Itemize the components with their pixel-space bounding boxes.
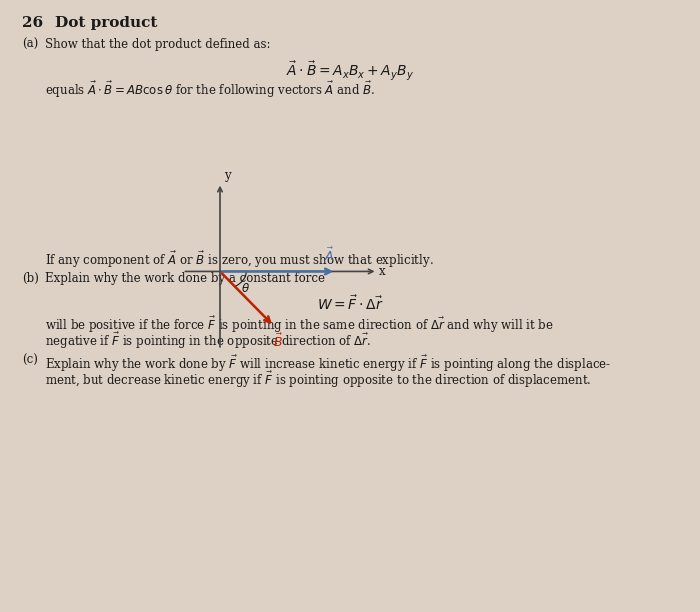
Text: If any component of $\vec{A}$ or $\vec{B}$ is zero, you must show that explicitl: If any component of $\vec{A}$ or $\vec{B… [45,250,434,270]
Text: will be positive if the force $\vec{F}$ is pointing in the same direction of $\D: will be positive if the force $\vec{F}$ … [45,315,554,335]
Text: negative if $\vec{F}$ is pointing in the opposite direction of $\Delta\vec{r}$.: negative if $\vec{F}$ is pointing in the… [45,331,371,351]
Text: $\theta$: $\theta$ [241,282,250,295]
Text: x: x [379,265,386,278]
Text: Show that the dot product defined as:: Show that the dot product defined as: [45,38,270,51]
Text: $W = \vec{F} \cdot \Delta\vec{r}$: $W = \vec{F} \cdot \Delta\vec{r}$ [316,294,384,313]
Text: ment, but decrease kinetic energy if $\vec{F}$ is pointing opposite to the direc: ment, but decrease kinetic energy if $\v… [45,370,591,390]
Text: (b): (b) [22,272,39,285]
Text: (a): (a) [22,38,38,51]
Text: equals $\vec{A} \cdot \vec{B} = AB\cos\theta$ for the following vectors $\vec{A}: equals $\vec{A} \cdot \vec{B} = AB\cos\t… [45,80,375,100]
Text: Explain why the work done by $\vec{F}$ will increase kinetic energy if $\vec{F}$: Explain why the work done by $\vec{F}$ w… [45,354,611,374]
Text: $\vec{A}$: $\vec{A}$ [323,247,334,264]
Text: 26: 26 [22,16,43,30]
Text: $\vec{A} \cdot \vec{B} = A_x B_x + A_y B_y$: $\vec{A} \cdot \vec{B} = A_x B_x + A_y B… [286,59,414,82]
Text: $\vec{B}$: $\vec{B}$ [273,333,283,350]
Text: Explain why the work done by a constant force: Explain why the work done by a constant … [45,272,325,285]
Text: y: y [225,169,231,182]
Text: Dot product: Dot product [55,16,158,30]
Text: (c): (c) [22,354,38,367]
